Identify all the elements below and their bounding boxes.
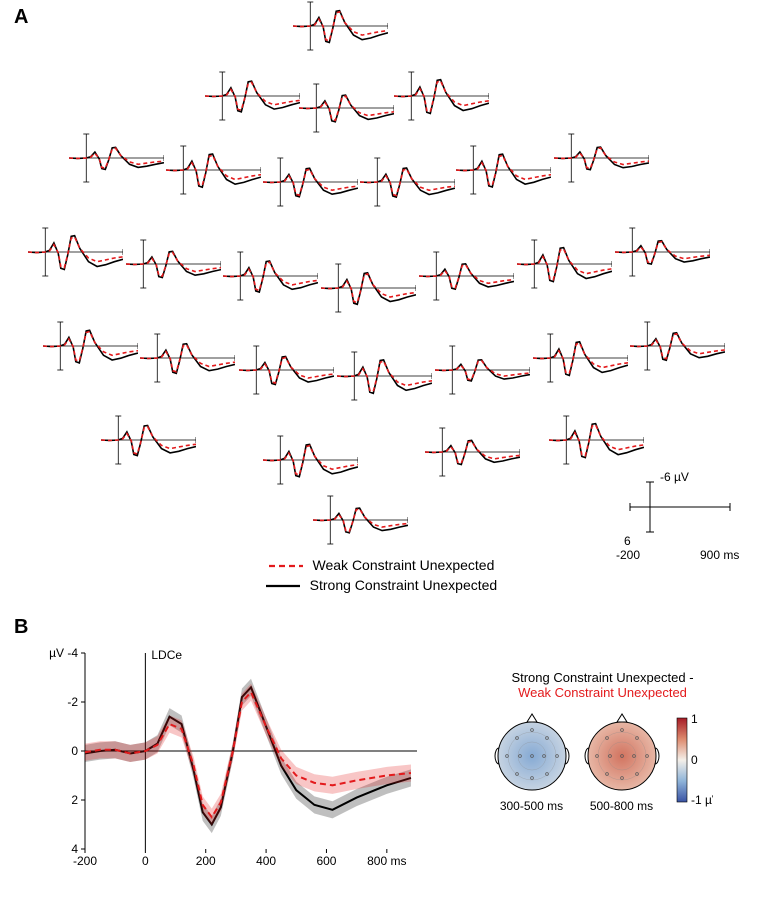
legend-strong: Strong Constraint Unexpected — [0, 575, 763, 595]
electrode-waveform — [321, 260, 416, 316]
axis-key-ybottom: 6 — [624, 534, 631, 548]
svg-text:1: 1 — [691, 712, 698, 726]
topomap-title-line2: Weak Constraint Unexpected — [518, 685, 687, 700]
panel-a-legend: Weak Constraint Unexpected Strong Constr… — [0, 555, 763, 595]
electrode-waveform — [337, 348, 432, 404]
legend-weak-swatch-icon — [269, 561, 303, 571]
colorbar-icon: 1 0 -1 µV — [673, 710, 713, 810]
svg-text:600: 600 — [316, 854, 336, 868]
figure-root: A -6 µV 6 -200 900 ms Weak Constraint Un… — [0, 0, 763, 900]
topomap-window-label: 300-500 ms — [493, 799, 571, 813]
electrode-waveform — [166, 142, 261, 198]
electrode-waveform — [533, 330, 628, 386]
colorbar: 1 0 -1 µV — [673, 710, 713, 815]
svg-text:-200: -200 — [73, 854, 97, 868]
electrode-waveform — [69, 130, 164, 186]
svg-text:-2: -2 — [67, 695, 78, 709]
svg-text:LDCe: LDCe — [151, 648, 182, 662]
electrode-waveform — [293, 0, 388, 54]
legend-weak-label: Weak Constraint Unexpected — [313, 557, 495, 573]
svg-text:0: 0 — [71, 744, 78, 758]
svg-text:800 ms: 800 ms — [367, 854, 406, 868]
electrode-waveform — [299, 80, 394, 136]
legend-strong-swatch-icon — [266, 581, 300, 591]
topomap: 500-800 ms — [583, 712, 661, 813]
electrode-waveform — [28, 224, 123, 280]
electrode-waveform — [101, 412, 196, 468]
svg-text:200: 200 — [196, 854, 216, 868]
electrode-waveform — [43, 318, 138, 374]
electrode-waveform — [419, 248, 514, 304]
electrode-waveform — [456, 142, 551, 198]
panel-b-container: -200 0 200 400 600 800 ms µV -4 -2 0 2 4 LDCe Stron… — [0, 615, 763, 895]
topomap-title-line1: Strong Constraint Unexpected - — [511, 670, 693, 685]
electrode-waveform — [239, 342, 334, 398]
electrode-waveform — [140, 330, 235, 386]
electrode-waveform — [630, 318, 725, 374]
svg-text:0: 0 — [691, 753, 698, 767]
electrode-waveform — [615, 224, 710, 280]
topomap-window-label: 500-800 ms — [583, 799, 661, 813]
axis-key-ytop: -6 µV — [660, 470, 689, 484]
panel-a-label: A — [14, 6, 28, 29]
legend-strong-label: Strong Constraint Unexpected — [310, 577, 498, 593]
electrode-waveform — [263, 432, 358, 488]
topomap-head-icon — [583, 712, 661, 794]
topomap-head-icon — [493, 712, 571, 794]
electrode-waveform — [549, 412, 644, 468]
topomap-title: Strong Constraint Unexpected - Weak Cons… — [455, 670, 750, 700]
electrode-waveform — [263, 154, 358, 210]
electrode-waveform — [394, 68, 489, 124]
topomap-row: 300-500 ms 500-800 ms 1 0 -1 µV — [455, 710, 750, 815]
svg-text:µV -4: µV -4 — [49, 646, 78, 660]
axis-key-icon — [620, 472, 740, 552]
electrode-waveform — [223, 248, 318, 304]
electrode-waveform — [435, 342, 530, 398]
panel-b-main-waveform: -200 0 200 400 600 800 ms µV -4 -2 0 2 4 LDCe — [45, 645, 425, 875]
electrode-waveform — [425, 424, 520, 480]
electrode-waveform — [517, 236, 612, 292]
svg-text:-1 µV: -1 µV — [691, 793, 713, 807]
svg-text:400: 400 — [256, 854, 276, 868]
topomap: 300-500 ms — [493, 712, 571, 813]
electrode-waveform — [313, 492, 408, 548]
svg-text:4: 4 — [71, 842, 78, 856]
electrode-waveform — [554, 130, 649, 186]
electrode-waveform — [126, 236, 221, 292]
svg-text:2: 2 — [71, 793, 78, 807]
electrode-waveform — [360, 154, 455, 210]
electrode-waveform — [205, 68, 300, 124]
legend-weak: Weak Constraint Unexpected — [0, 555, 763, 575]
svg-text:0: 0 — [142, 854, 149, 868]
panel-b-topomap-area: Strong Constraint Unexpected - Weak Cons… — [455, 670, 750, 880]
